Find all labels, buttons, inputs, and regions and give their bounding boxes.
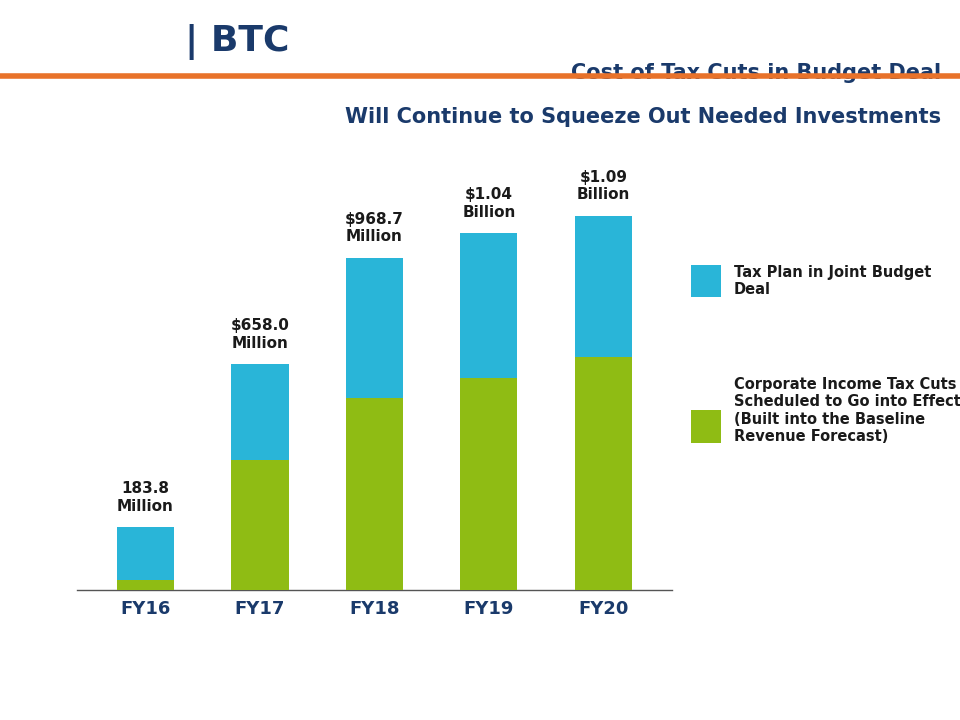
- Bar: [575, 216, 632, 357]
- Bar: [575, 357, 632, 590]
- Text: | BTC: | BTC: [184, 24, 289, 60]
- Bar: [460, 233, 517, 377]
- Bar: [691, 265, 721, 297]
- Bar: [231, 364, 289, 460]
- Bar: [231, 460, 289, 590]
- Text: Cost of Tax Cuts in Budget Deal: Cost of Tax Cuts in Budget Deal: [570, 63, 941, 84]
- Text: 183.8
Million: 183.8 Million: [117, 481, 174, 513]
- Bar: [346, 398, 403, 590]
- Text: $1.09
Billion: $1.09 Billion: [577, 170, 630, 202]
- Text: Source: Fiscal Note of Tax Plan in HB 97 and latest Estimates of Corporate Incom: Source: Fiscal Note of Tax Plan in HB 97…: [19, 678, 857, 692]
- Text: Corporate Income Tax Cuts
Scheduled to Go into Effect
(Built into the Baseline
R: Corporate Income Tax Cuts Scheduled to G…: [733, 377, 960, 444]
- Bar: [117, 527, 174, 580]
- Bar: [117, 580, 174, 590]
- Text: Tax Plan in Joint Budget Deal: Tax Plan in Joint Budget Deal: [733, 265, 931, 297]
- Text: $968.7
Million: $968.7 Million: [345, 212, 404, 244]
- Bar: [460, 377, 517, 590]
- Bar: [691, 410, 721, 443]
- Bar: [346, 258, 403, 398]
- Text: Will Continue to Squeeze Out Needed Investments: Will Continue to Squeeze Out Needed Inve…: [345, 107, 941, 127]
- Text: $1.04
Billion: $1.04 Billion: [462, 187, 516, 220]
- Text: $658.0
Million: $658.0 Million: [230, 318, 289, 351]
